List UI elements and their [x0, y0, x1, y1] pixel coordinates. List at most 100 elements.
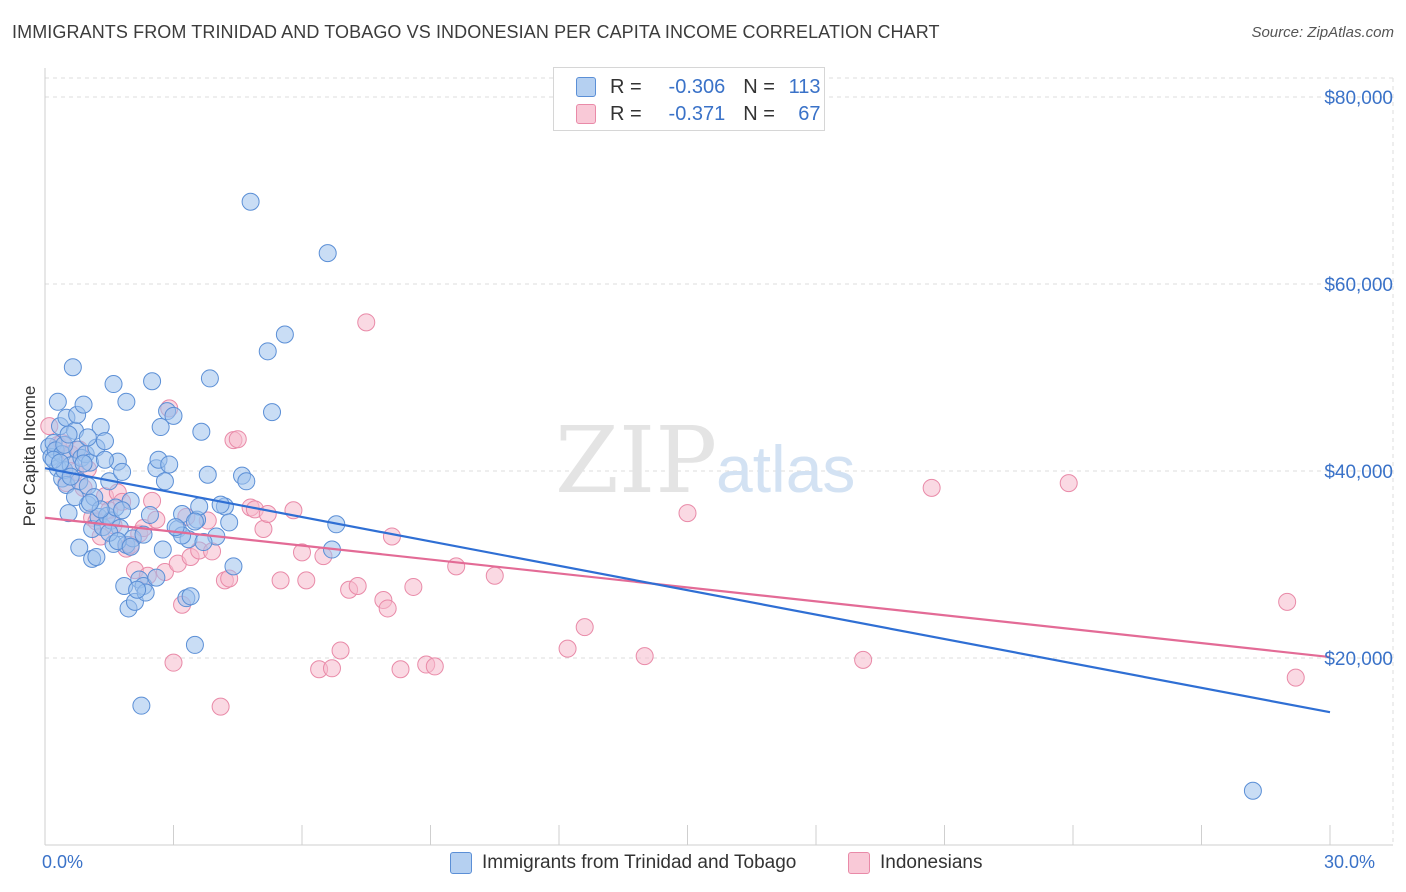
data-point-trinidad [275, 325, 294, 344]
data-point-trinidad [104, 375, 123, 394]
data-point-trinidad [128, 580, 147, 599]
data-point-indonesians [575, 618, 594, 637]
data-point-trinidad [95, 450, 114, 469]
data-point-indonesians [854, 650, 873, 669]
data-point-trinidad [63, 358, 82, 377]
data-point-trinidad [147, 568, 166, 587]
data-point-indonesians [211, 697, 230, 716]
legend-swatch-pink [848, 852, 870, 874]
data-point-trinidad [258, 342, 277, 361]
legend-n-value: 67 [798, 102, 821, 125]
source-label: Source: ZipAtlas.com [1251, 24, 1394, 41]
watermark-zip: ZIP [555, 407, 717, 514]
data-point-indonesians [293, 543, 311, 562]
legend-item-trinidad: Immigrants from Trinidad and Tobago [450, 852, 796, 874]
series-legend: Immigrants from Trinidad and Tobago Indo… [0, 852, 1406, 878]
legend-r-value: -0.306 [668, 75, 726, 98]
legend-label-indonesians: Indonesians [880, 852, 983, 873]
data-point-trinidad [132, 696, 151, 715]
data-point-trinidad [241, 192, 260, 211]
legend-n-value: 113 [788, 75, 821, 98]
data-point-indonesians [348, 577, 367, 596]
data-point-trinidad [74, 454, 93, 473]
data-point-trinidad [65, 488, 84, 507]
data-point-indonesians [331, 641, 350, 660]
data-point-trinidad [113, 462, 132, 481]
trend-line-indonesians [44, 516, 1331, 659]
data-point-trinidad [59, 504, 78, 523]
data-point-trinidad [140, 505, 159, 524]
data-point-trinidad [155, 472, 174, 491]
y-tick-label: $40,000 [1324, 462, 1393, 483]
data-point-trinidad [50, 453, 69, 472]
legend-r-label: R = [610, 102, 642, 125]
y-tick-label: $80,000 [1324, 88, 1393, 109]
data-point-indonesians [322, 659, 341, 678]
data-point-trinidad [78, 428, 97, 447]
data-point-trinidad [1243, 781, 1262, 800]
data-point-indonesians [271, 571, 290, 590]
legend-swatch-blue [576, 77, 596, 97]
watermark-atlas: atlas [716, 432, 855, 506]
data-point-trinidad [80, 493, 99, 512]
data-point-trinidad [87, 548, 106, 567]
data-point-indonesians [678, 504, 697, 523]
data-point-trinidad [48, 392, 67, 411]
data-point-trinidad [211, 495, 230, 514]
watermark: ZIP atlas [555, 407, 855, 514]
data-point-trinidad [224, 557, 243, 576]
data-point-trinidad [151, 418, 170, 437]
y-tick-label: $60,000 [1324, 275, 1393, 296]
legend-label-trinidad: Immigrants from Trinidad and Tobago [482, 852, 797, 873]
legend-swatch-blue [450, 852, 472, 874]
data-point-indonesians [1286, 668, 1305, 687]
y-tick-label: $20,000 [1324, 649, 1393, 670]
chart-title: IMMIGRANTS FROM TRINIDAD AND TOBAGO VS I… [12, 22, 940, 42]
x-tick-label-min: 0.0% [42, 852, 84, 872]
data-point-trinidad [192, 422, 211, 441]
data-point-indonesians [485, 566, 504, 585]
data-point-indonesians [254, 519, 273, 538]
data-point-trinidad [185, 512, 204, 531]
legend-row-indonesians: R = -0.371 N = 67 [576, 101, 821, 127]
data-point-trinidad [237, 472, 256, 491]
data-point-trinidad [121, 537, 140, 556]
legend-swatch-pink [576, 104, 596, 124]
data-point-trinidad [59, 425, 78, 444]
data-point-indonesians [1059, 474, 1078, 493]
data-point-trinidad [190, 497, 209, 516]
legend-n-label: N = [743, 102, 775, 125]
data-point-trinidad [181, 587, 200, 606]
data-point-indonesians [297, 571, 316, 590]
data-point-trinidad [134, 525, 153, 544]
data-point-trinidad [164, 406, 183, 425]
data-point-trinidad [220, 513, 239, 532]
data-point-trinidad [263, 403, 282, 422]
data-point-indonesians [558, 639, 577, 658]
legend-r-label: R = [610, 75, 642, 98]
data-point-trinidad [200, 369, 219, 388]
data-point-indonesians [382, 527, 401, 546]
data-point-indonesians [391, 660, 410, 679]
data-point-trinidad [185, 635, 204, 654]
legend-r-value: -0.371 [668, 102, 726, 125]
data-point-trinidad [198, 465, 217, 484]
data-point-trinidad [153, 540, 172, 559]
trend-line-trinidad [44, 467, 1331, 714]
data-point-indonesians [357, 313, 376, 332]
data-point-trinidad [61, 467, 80, 486]
trend-lines [44, 467, 1331, 714]
data-point-trinidad [113, 501, 132, 520]
data-point-indonesians [922, 478, 941, 497]
data-point-indonesians [378, 599, 397, 618]
x-tick-label-max: 30.0% [1324, 852, 1376, 872]
data-point-indonesians [258, 505, 277, 524]
legend-n-label: N = [743, 75, 775, 98]
y-axis-title: Per Capita Income [20, 385, 39, 527]
data-point-trinidad [74, 395, 93, 414]
data-point-indonesians [164, 653, 183, 672]
data-point-trinidad [194, 533, 213, 552]
data-point-trinidad [318, 244, 337, 263]
data-point-indonesians [635, 647, 654, 666]
